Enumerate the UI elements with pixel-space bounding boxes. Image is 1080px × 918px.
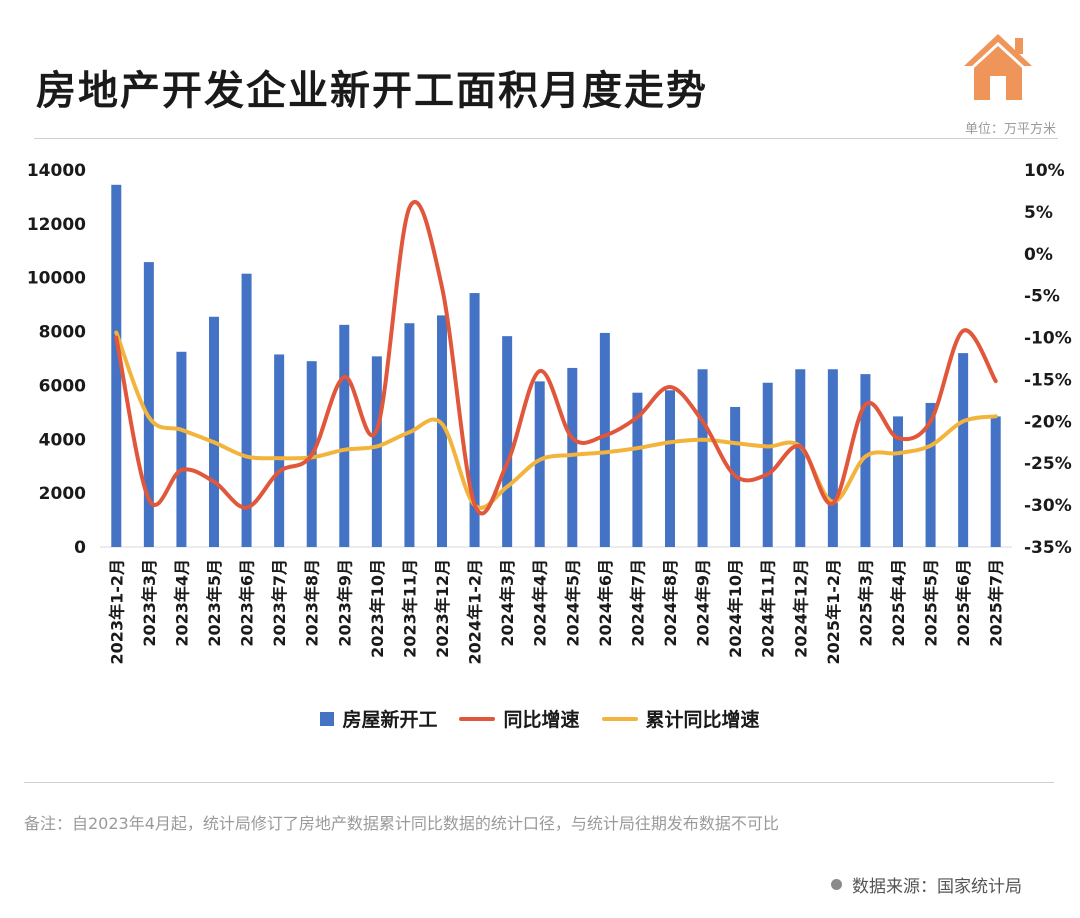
legend-item-yoy: 同比增速 <box>459 705 580 732</box>
x-tick-label: 2024年3月 <box>498 559 517 647</box>
bar <box>534 381 545 547</box>
bar <box>176 351 187 547</box>
title-divider <box>34 138 1058 139</box>
x-tick-label: 2024年12月 <box>791 559 810 658</box>
legend-swatch-yoy <box>459 716 496 721</box>
bar <box>925 402 936 547</box>
legend-item-cumulative: 累计同比增速 <box>601 705 760 732</box>
bar <box>437 315 447 547</box>
chart-legend: 房屋新开工 同比增速 累计同比增速 <box>0 705 1080 732</box>
footer-divider <box>24 782 1054 783</box>
x-tick-label: 2023年7月 <box>270 559 289 647</box>
chart: 0 2000 4000 6000 8000 10000 12000 14000 -35% -30%… <box>27 161 1072 664</box>
bar <box>241 273 252 547</box>
bar <box>143 262 154 547</box>
footnote: 备注：自2023年4月起，统计局修订了房地产数据累计同比数据的统计口径，与统计局… <box>24 814 779 833</box>
unit-label: 单位：万平方米 <box>964 122 1056 137</box>
bar <box>339 324 350 547</box>
y-left-tick-label: 4000 <box>39 430 86 450</box>
y-right-tick-label: -35% <box>1024 538 1072 558</box>
legend-item-new-starts: 房屋新开工 <box>320 705 437 732</box>
y-right-tick-label: 10% <box>1024 161 1065 181</box>
bar <box>632 392 643 547</box>
bar <box>762 382 773 547</box>
bar <box>665 390 675 547</box>
bar <box>274 354 285 547</box>
x-tick-label: 2023年4月 <box>172 559 191 647</box>
x-tick-label: 2025年6月 <box>954 559 973 647</box>
page-title: 房地产开发企业新开工面积月度走势 <box>36 68 708 114</box>
bar <box>469 293 480 547</box>
x-tick-label: 2023年6月 <box>238 559 257 647</box>
x-tick-label: 2025年7月 <box>987 559 1006 647</box>
legend-label-new-starts: 房屋新开工 <box>342 709 438 731</box>
y-right-tick-label: -30% <box>1024 496 1072 516</box>
data-source: 数据来源：国家统计局 <box>831 872 1022 897</box>
bar <box>827 369 838 547</box>
series-line-yoy <box>114 199 998 516</box>
legend-label-yoy: 同比增速 <box>503 709 580 731</box>
y-right-tick-label: -5% <box>1024 287 1060 307</box>
y-right-tick-label: -10% <box>1024 329 1072 349</box>
series-line-cumulative <box>114 330 998 510</box>
legend-label-cumulative: 累计同比增速 <box>645 709 760 731</box>
x-tick-label: 2024年11月 <box>759 559 778 658</box>
y-left-tick-label: 6000 <box>39 376 86 396</box>
x-tick-label: 2023年12月 <box>433 559 452 658</box>
bar <box>860 374 871 547</box>
bar <box>209 316 219 547</box>
bar <box>404 323 415 547</box>
y-right-tick-label: 0% <box>1024 245 1053 265</box>
y-left-tick-label: 10000 <box>27 269 86 289</box>
y-left-tick-label: 2000 <box>39 484 86 504</box>
bar <box>795 369 806 547</box>
bar <box>990 416 1001 547</box>
bar <box>893 416 903 547</box>
bar <box>111 184 122 547</box>
legend-swatch-cumulative <box>601 716 638 721</box>
x-tick-label: 2024年1-2月 <box>466 559 485 664</box>
x-tick-label: 2024年8月 <box>661 559 680 647</box>
y-left-tick-label: 12000 <box>27 215 86 235</box>
x-tick-label: 2023年3月 <box>140 559 159 647</box>
bar <box>958 353 969 547</box>
x-tick-label: 2024年5月 <box>563 559 582 647</box>
x-tick-label: 2023年9月 <box>335 559 354 647</box>
x-tick-label: 2023年5月 <box>205 559 224 647</box>
y-right-tick-label: 5% <box>1024 203 1053 223</box>
y-left-tick-label: 0 <box>74 538 86 558</box>
x-tick-label: 2024年6月 <box>596 559 615 647</box>
x-tick-label: 2024年4月 <box>531 559 550 647</box>
x-tick-label: 2025年4月 <box>889 559 908 647</box>
x-tick-label: 2024年9月 <box>694 559 713 647</box>
x-tick-label: 2025年5月 <box>922 559 941 647</box>
data-source-label: 数据来源：国家统计局 <box>852 877 1022 897</box>
bar <box>599 332 610 547</box>
x-tick-label: 2025年3月 <box>856 559 875 647</box>
house-icon <box>964 34 1032 100</box>
x-tick-label: 2023年1-2月 <box>107 559 126 664</box>
y-right-tick-label: -15% <box>1024 370 1072 390</box>
x-tick-label: 2023年11月 <box>400 559 419 658</box>
bar <box>697 369 708 547</box>
bar <box>502 336 513 547</box>
x-tick-label: 2025年1-2月 <box>824 559 843 664</box>
bar <box>371 356 382 547</box>
x-tick-label: 2023年8月 <box>303 559 322 647</box>
y-left-tick-label: 8000 <box>39 323 86 343</box>
x-tick-label: 2024年7月 <box>628 559 647 647</box>
legend-swatch-bar <box>320 711 335 726</box>
y-left-tick-label: 14000 <box>27 161 86 181</box>
bullet-dot-icon <box>831 879 842 890</box>
y-right-tick-label: -20% <box>1024 412 1072 432</box>
x-tick-label: 2024年10月 <box>726 559 745 658</box>
y-right-tick-label: -25% <box>1024 454 1072 474</box>
bar <box>567 367 578 547</box>
x-tick-label: 2023年10月 <box>368 559 387 658</box>
